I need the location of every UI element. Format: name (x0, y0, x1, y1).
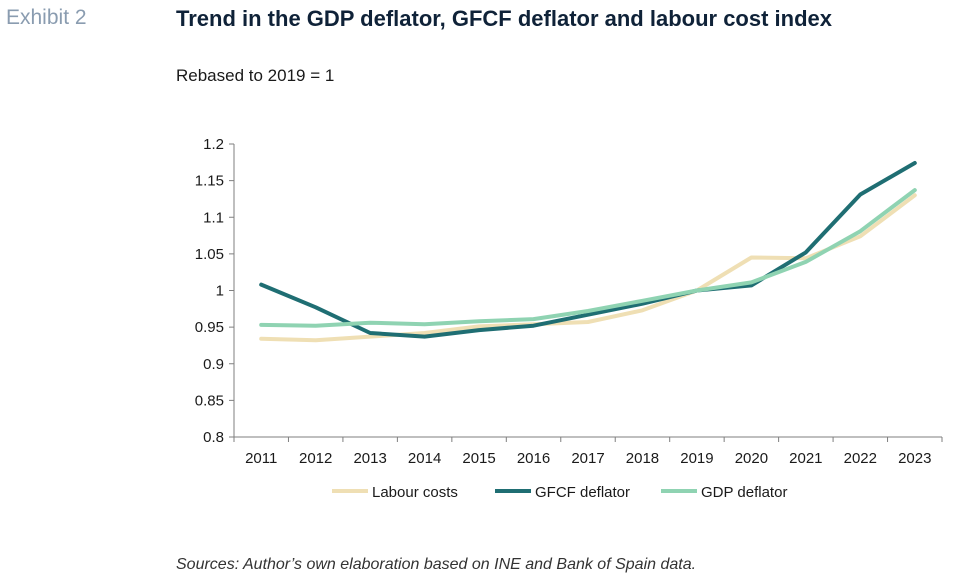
y-tick-label: 1.1 (203, 209, 224, 226)
x-tick-label: 2021 (789, 450, 822, 467)
x-tick-label: 2013 (353, 450, 386, 467)
legend-label: GFCF deflator (535, 484, 630, 501)
x-tick-label: 2016 (517, 450, 550, 467)
x-tick-label: 2011 (245, 450, 277, 467)
x-tick-label: 2018 (626, 450, 659, 467)
y-tick-label: 1 (216, 283, 224, 300)
series-line-2 (259, 161, 917, 339)
chart-title: Trend in the GDP deflator, GFCF deflator… (176, 6, 833, 31)
exhibit-label: Exhibit 2 (6, 6, 87, 29)
x-tick-label: 2012 (299, 450, 332, 467)
chart-legend: Labour costs GFCF deflator GDP deflator (332, 484, 787, 501)
x-tick-label: 2017 (571, 450, 604, 467)
series-line-1 (259, 193, 917, 343)
y-tick-label: 0.9 (203, 356, 224, 373)
y-tick-label: 0.8 (203, 429, 224, 446)
y-tick-label: 1.15 (195, 173, 224, 190)
y-tick-label: 0.95 (195, 319, 224, 336)
x-tick-label: 2015 (462, 450, 495, 467)
y-tick-label: 1.05 (195, 246, 224, 263)
x-tick-label: 2019 (680, 450, 713, 467)
x-tick-label: 2022 (844, 450, 877, 467)
x-tick-label: 2020 (735, 450, 768, 467)
y-tick-label: 1.2 (203, 136, 224, 153)
legend-label: GDP deflator (701, 484, 787, 501)
x-tick-label: 2023 (898, 450, 931, 467)
chart-subtitle: Rebased to 2019 = 1 (176, 66, 335, 85)
line-chart: 1.2 1.15 1.1 1.05 1 0.95 0.9 0.85 0.8 2011 2012 201… (195, 136, 943, 501)
source-note: Sources: Author’s own elaboration based … (176, 556, 697, 573)
x-tick-label: 2014 (408, 450, 441, 467)
legend-label: Labour costs (372, 484, 458, 501)
chart-axes: 1.2 1.15 1.1 1.05 1 0.95 0.9 0.85 0.8 2011 2012 201… (195, 136, 943, 467)
y-tick-label: 0.85 (195, 392, 224, 409)
series-line-3 (259, 188, 917, 328)
chart-series (259, 161, 917, 343)
